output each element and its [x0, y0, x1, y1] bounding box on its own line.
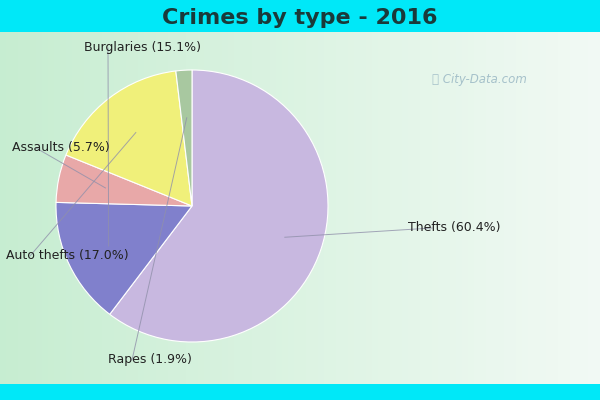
Wedge shape — [56, 202, 192, 314]
Text: Crimes by type - 2016: Crimes by type - 2016 — [162, 8, 438, 28]
Wedge shape — [110, 70, 328, 342]
Text: Thefts (60.4%): Thefts (60.4%) — [408, 222, 500, 234]
Text: Burglaries (15.1%): Burglaries (15.1%) — [84, 42, 201, 54]
Text: ⓘ City-Data.com: ⓘ City-Data.com — [432, 74, 527, 86]
Wedge shape — [56, 155, 192, 206]
Text: Rapes (1.9%): Rapes (1.9%) — [108, 354, 192, 366]
Wedge shape — [66, 71, 192, 206]
Wedge shape — [176, 70, 192, 206]
Text: Assaults (5.7%): Assaults (5.7%) — [12, 142, 110, 154]
Text: Auto thefts (17.0%): Auto thefts (17.0%) — [6, 250, 128, 262]
